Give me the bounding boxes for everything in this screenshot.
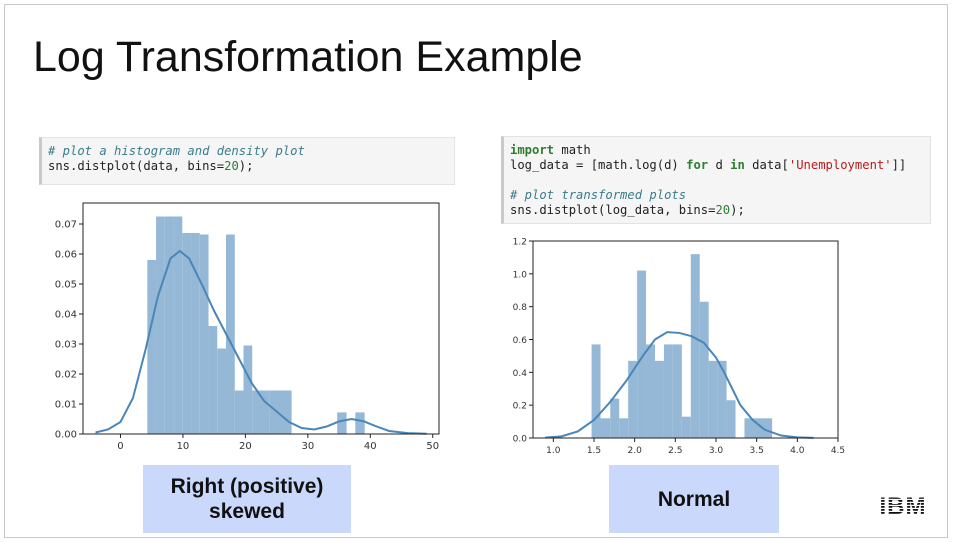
y-tick-label: 0.06	[55, 250, 77, 261]
histogram-bar	[681, 416, 691, 438]
y-tick-label: 0.2	[513, 402, 527, 412]
label-line: Right (positive)	[170, 475, 324, 498]
code-number: 20	[224, 159, 239, 173]
x-tick-label: 2.5	[668, 446, 682, 455]
x-tick-label: 1.5	[587, 446, 601, 455]
page-title: Log Transformation Example	[33, 33, 583, 81]
y-tick-label: 0.0	[513, 435, 528, 445]
histogram-bar	[690, 254, 700, 438]
code-text: data[	[744, 158, 789, 172]
logo-text: IBM	[880, 494, 927, 518]
y-tick-label: 0.07	[55, 220, 77, 231]
histogram-bar	[717, 360, 727, 438]
x-tick-label: 50	[426, 441, 439, 452]
histogram-left: 0 10 20 30 40 50 0.00 0.01 0.02 0.03 0.04 0.05 0.06 0…	[55, 202, 440, 452]
histogram-bar	[672, 344, 682, 438]
histogram-bar	[619, 418, 629, 438]
y-tick-label: 0.04	[55, 310, 77, 321]
histogram-bar	[252, 390, 261, 434]
code-comment: # plot a histogram and density plot	[48, 144, 305, 158]
histogram-bar	[261, 390, 270, 434]
x-tick-label: 30	[301, 441, 314, 452]
label-normal: Normal	[609, 465, 779, 533]
code-text: );	[730, 203, 745, 217]
histogram-bar	[337, 412, 347, 434]
histogram-bar	[217, 348, 227, 434]
y-tick-label: 0.00	[55, 430, 77, 441]
density-curve	[545, 331, 814, 439]
histogram-bar	[744, 418, 773, 438]
code-cell-left: # plot a histogram and density plot sns.…	[39, 137, 455, 185]
histogram-bar	[610, 398, 620, 438]
histogram-bar	[164, 216, 174, 434]
histogram-bar	[628, 360, 638, 438]
histogram-bar	[269, 390, 292, 434]
code-number: 20	[715, 203, 731, 217]
histogram-bar	[708, 360, 718, 438]
histogram-bar	[591, 344, 601, 438]
y-tick-label: 0.8	[513, 303, 528, 313]
histogram-bar	[156, 216, 165, 434]
x-tick-label: 40	[364, 441, 377, 452]
histogram-bar	[208, 326, 218, 434]
x-tick-label: 4.0	[790, 446, 805, 455]
x-tick-label: 4.5	[831, 446, 845, 455]
code-text: sns.distplot(log_data, bins=	[510, 203, 716, 217]
y-tick-label: 0.6	[513, 336, 528, 346]
code-text: sns.distplot(data, bins=	[48, 159, 225, 173]
histogram-bar	[243, 345, 253, 434]
histogram-bar	[726, 400, 736, 438]
y-tick-label: 0.02	[55, 370, 77, 381]
histogram-bar	[646, 344, 655, 438]
histogram-bar	[191, 233, 200, 434]
x-tick-label: 20	[239, 441, 252, 452]
code-keyword: in	[730, 158, 745, 172]
histogram-bar	[600, 418, 611, 438]
histogram-right: 1.0 1.5 2.0 2.5 3.0 3.5 4.0 4.5 0.0 0.2 0.4 0.6 0.8 1…	[513, 238, 845, 456]
histogram-bar	[637, 270, 647, 438]
x-tick-label: 10	[177, 441, 190, 452]
y-tick-label: 1.0	[513, 270, 528, 280]
code-keyword: for	[686, 158, 709, 172]
code-keyword: import	[510, 143, 555, 157]
code-text: log_data = [math.log(d)	[510, 158, 687, 172]
plot-frame	[532, 240, 839, 439]
plot-frame	[82, 202, 440, 435]
histogram-bar	[182, 233, 192, 434]
code-text: ]]	[891, 158, 907, 172]
x-tick-label: 3.0	[709, 446, 724, 455]
histogram-bar	[655, 360, 664, 438]
histogram-bar	[663, 344, 673, 438]
y-tick-label: 0.01	[55, 400, 77, 411]
x-tick-label: 1.0	[546, 446, 561, 455]
code-comment: # plot transformed plots	[510, 188, 687, 202]
code-text: math	[554, 143, 591, 157]
y-tick-label: 1.2	[513, 238, 527, 248]
x-tick-label: 3.5	[750, 446, 764, 455]
y-tick-label: 0.03	[55, 340, 77, 351]
histogram-bar	[355, 412, 365, 434]
histogram-bar	[199, 234, 209, 434]
code-text: d	[708, 158, 731, 172]
y-tick-label: 0.4	[513, 369, 528, 379]
x-tick-label: 2.0	[628, 446, 643, 455]
y-tick-label: 0.05	[55, 280, 77, 291]
label-line: skewed	[209, 500, 285, 523]
x-tick-label: 0	[117, 441, 123, 452]
code-cell-right: import math log_data = [math.log(d) for …	[501, 136, 931, 224]
code-text: );	[238, 159, 254, 173]
histogram-bar	[226, 234, 235, 434]
label-right-skewed: Right (positive) skewed	[143, 465, 351, 533]
ibm-logo: IBM	[880, 494, 927, 518]
histogram-bar	[699, 301, 709, 438]
histogram-bar	[234, 390, 244, 434]
density-curve	[95, 249, 427, 435]
code-string: 'Unemployment'	[788, 158, 892, 172]
histogram-bar	[173, 216, 183, 434]
histogram-bar	[147, 260, 157, 434]
slide: Log Transformation Example # plot a hist…	[4, 4, 948, 538]
